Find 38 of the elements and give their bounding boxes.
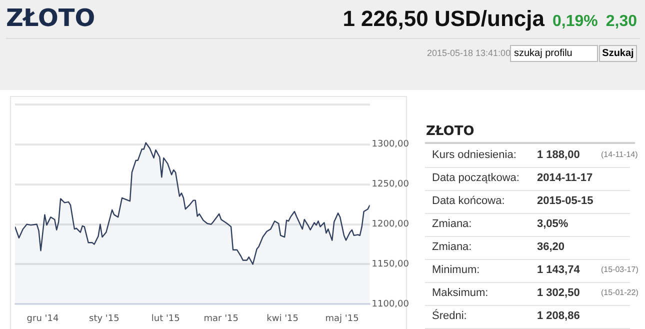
text: Minimum:	[432, 264, 480, 276]
text: 36,20	[537, 241, 565, 253]
y-tick-label: 1200,00	[372, 220, 410, 230]
text: Data końcowa:	[432, 195, 505, 207]
text: 1 302,50	[537, 287, 580, 299]
text: Zmiana:	[432, 241, 472, 253]
text: 2015-05-18 13:41:00	[427, 48, 511, 58]
x-tick-label: maj '15	[325, 314, 359, 324]
x-tick-label: sty '15	[89, 314, 120, 324]
text: 2,30	[606, 13, 637, 31]
text: 1 188,00	[537, 149, 580, 161]
text: 1 143,74	[537, 264, 580, 276]
y-tick-label: 1150,00	[372, 260, 410, 270]
text: Zmiana:	[432, 218, 472, 230]
text: szukaj profilu	[510, 45, 598, 62]
text: 3,05%	[537, 218, 568, 230]
text: 2014-11-17	[537, 172, 593, 184]
text: Maksimum:	[432, 287, 488, 299]
text: 1 226,50 USD/uncja	[342, 6, 544, 32]
y-tick-label: 1100,00	[372, 300, 410, 310]
x-tick-label: kwi '15	[266, 314, 299, 324]
text: (15-01-22)	[601, 288, 638, 297]
text: (15-03-17)	[601, 265, 638, 274]
text: Szukaj	[599, 45, 637, 62]
text: Data początkowa:	[432, 172, 520, 184]
chart-title: ZŁOTO	[6, 4, 96, 32]
text: ZŁOTO	[426, 124, 474, 139]
x-tick-label: gru '14	[26, 314, 59, 324]
x-tick-label: mar '15	[204, 314, 239, 324]
text: 1 208,86	[537, 310, 580, 322]
text: Średni:	[432, 310, 467, 322]
x-tick-label: lut '15	[151, 314, 180, 324]
text: (14-11-14)	[601, 150, 638, 159]
y-tick-label: 1250,00	[372, 180, 410, 190]
y-tick-label: 1300,00	[372, 140, 410, 150]
text: 2015-05-15	[537, 195, 594, 207]
text: 0,19%	[552, 13, 598, 31]
text: Kurs odniesienia:	[432, 149, 516, 161]
